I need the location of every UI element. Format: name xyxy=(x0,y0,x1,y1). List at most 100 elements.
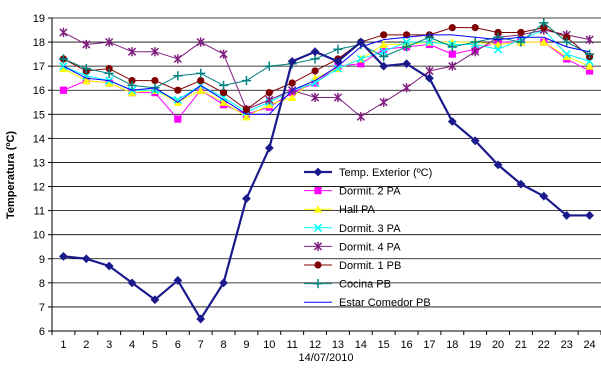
y-tick-label: 6 xyxy=(39,326,45,338)
y-tick-label: 19 xyxy=(33,13,45,25)
x-tick-label: 2 xyxy=(83,339,89,351)
data-point xyxy=(151,77,158,84)
data-point xyxy=(265,144,274,153)
legend-item: Dormit. 1 PB xyxy=(304,260,401,272)
data-point xyxy=(472,24,479,31)
x-tick-label: 4 xyxy=(129,339,135,351)
x-tick-label: 21 xyxy=(515,339,527,351)
y-tick-label: 11 xyxy=(34,206,45,218)
data-point xyxy=(59,252,68,261)
data-point xyxy=(220,89,227,96)
data-point xyxy=(517,29,524,36)
x-tick-label: 17 xyxy=(423,339,435,351)
legend-swatch-marker xyxy=(314,261,321,268)
data-point xyxy=(403,83,410,92)
data-point xyxy=(174,54,181,63)
data-point xyxy=(380,31,387,38)
series-line xyxy=(63,42,589,117)
y-tick-label: 10 xyxy=(33,230,45,242)
data-point xyxy=(265,62,274,71)
legend-swatch-marker xyxy=(314,168,323,177)
y-tick-label: 14 xyxy=(33,133,45,145)
data-point xyxy=(311,47,320,56)
data-point xyxy=(219,81,228,90)
data-point xyxy=(357,112,364,121)
y-tick-label: 13 xyxy=(33,157,45,169)
x-tick-label: 11 xyxy=(286,339,297,351)
legend-label: Dormit. 3 PA xyxy=(339,223,401,235)
series-6 xyxy=(59,18,594,92)
data-point xyxy=(242,76,251,85)
data-point xyxy=(197,77,204,84)
data-point xyxy=(266,89,273,96)
series-3 xyxy=(60,26,593,115)
series-5 xyxy=(60,24,593,113)
data-point xyxy=(289,79,296,86)
y-tick-label: 7 xyxy=(39,302,45,314)
data-point xyxy=(174,87,181,94)
y-tick-label: 8 xyxy=(39,278,45,290)
x-tick-label: 14 xyxy=(355,339,367,351)
data-point xyxy=(60,28,67,37)
data-point xyxy=(449,51,456,58)
legend-item: Estar Comedor PB xyxy=(304,297,431,309)
y-axis-title: Temperatura (ºC) xyxy=(5,131,17,219)
legend: Temp. Exterior (ºC) Dormit. 2 PA Hall PA Do… xyxy=(304,167,432,309)
data-point xyxy=(380,98,387,107)
x-tick-label: 7 xyxy=(198,339,204,351)
y-tick-label: 15 xyxy=(33,109,45,121)
x-axis-title: 14/07/2010 xyxy=(298,352,353,364)
legend-label: Temp. Exterior (ºC) xyxy=(339,167,432,179)
x-tick-label: 19 xyxy=(469,339,481,351)
legend-item: Dormit. 3 PA xyxy=(304,223,401,235)
x-tick-label: 3 xyxy=(106,339,112,351)
data-point xyxy=(243,106,250,113)
y-tick-labels: 678910111213141516171819 xyxy=(33,13,45,338)
data-point xyxy=(311,67,318,74)
legend-item: Dormit. 4 PA xyxy=(304,241,401,253)
series-group xyxy=(59,18,594,323)
legend-swatch-marker xyxy=(314,187,321,194)
legend-item: Cocina PB xyxy=(304,279,391,291)
data-point xyxy=(82,254,91,263)
data-point xyxy=(196,69,205,78)
legend-item: Temp. Exterior (ºC) xyxy=(304,167,432,179)
x-tick-label: 15 xyxy=(378,339,390,351)
legend-label: Estar Comedor PB xyxy=(339,297,431,309)
x-tick-label: 16 xyxy=(400,339,412,351)
x-tick-label: 5 xyxy=(152,339,158,351)
x-tick-label: 6 xyxy=(175,339,181,351)
x-tick-label: 9 xyxy=(243,339,249,351)
x-tick-label: 18 xyxy=(446,339,458,351)
x-tick-labels: 1 2 3 4 5 6 7 8 9 10 11 12 13 14 15 16 17 18 19 20 21 22 23 24 xyxy=(60,339,595,351)
data-point xyxy=(242,194,251,203)
y-tick-label: 18 xyxy=(33,37,45,49)
x-tick-label: 13 xyxy=(332,339,344,351)
legend-label: Dormit. 4 PA xyxy=(339,241,401,253)
legend-label: Hall PA xyxy=(339,204,376,216)
data-point xyxy=(173,71,182,80)
legend-label: Cocina PB xyxy=(339,279,391,291)
series-2 xyxy=(59,38,593,120)
series-line xyxy=(63,42,589,319)
y-tick-label: 16 xyxy=(33,85,45,97)
x-tick-label: 12 xyxy=(309,339,321,351)
legend-item: Dormit. 2 PA xyxy=(304,186,401,198)
legend-label: Dormit. 2 PA xyxy=(339,186,401,198)
data-point xyxy=(586,35,593,44)
x-tick-label: 22 xyxy=(538,339,550,351)
x-tick-label: 8 xyxy=(221,339,227,351)
data-point xyxy=(60,87,67,94)
data-point xyxy=(174,116,181,123)
y-tick-label: 12 xyxy=(33,182,45,194)
data-point xyxy=(379,52,388,61)
x-tick-label: 1 xyxy=(60,339,66,351)
y-tick-label: 17 xyxy=(33,61,45,73)
legend-label: Dormit. 1 PB xyxy=(339,260,401,272)
data-point xyxy=(220,50,227,59)
legend-item: Hall PA xyxy=(304,204,376,216)
x-tick-label: 23 xyxy=(561,339,573,351)
x-tick-label: 10 xyxy=(263,339,275,351)
